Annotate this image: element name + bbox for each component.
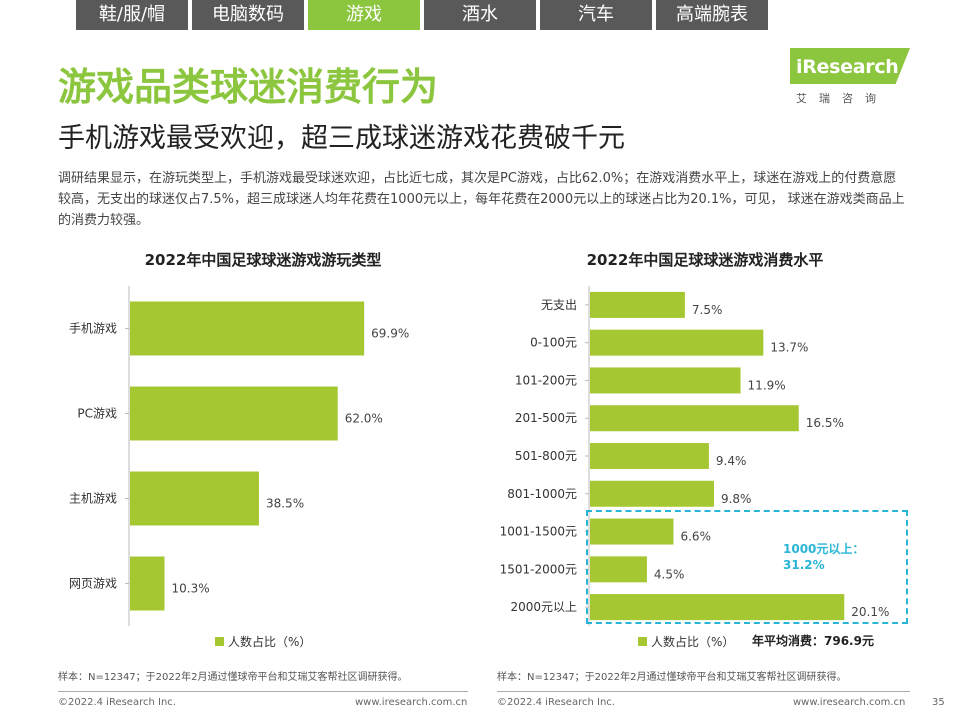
left-bar-0 xyxy=(130,301,365,356)
left-category-label-1: PC游戏 xyxy=(77,407,117,421)
right-category-label-3: 201-500元 xyxy=(515,411,577,425)
left-value-label-3: 10.3% xyxy=(172,582,210,596)
tab-games[interactable]: 游戏 xyxy=(308,0,420,30)
right-bar-5 xyxy=(590,480,714,507)
left-category-label-3: 网页游戏 xyxy=(69,577,117,591)
left-bar-3 xyxy=(130,556,165,611)
highlight-box xyxy=(586,510,908,624)
left-legend: 人数占比（%） xyxy=(215,633,311,650)
right-category-label-0: 无支出 xyxy=(541,298,577,312)
average-spend-note: 年平均消费：796.9元 xyxy=(752,634,874,648)
right-value-label-4: 9.4% xyxy=(716,454,747,468)
right-value-label-3: 16.5% xyxy=(806,416,844,430)
right-bar-3 xyxy=(590,405,799,432)
right-category-label-7: 1501-2000元 xyxy=(500,562,577,576)
tab-shoes-clothing[interactable]: 鞋/服/帽 xyxy=(76,0,188,30)
left-value-label-2: 38.5% xyxy=(266,497,304,511)
right-source-note: 样本：N=12347；于2022年2月通过懂球帝平台和艾瑞艾客帮社区调研获得。 xyxy=(497,672,847,683)
left-chart-title: 2022年中国足球球迷游戏游玩类型 xyxy=(144,251,382,269)
right-value-label-5: 9.8% xyxy=(721,492,752,506)
right-bar-2 xyxy=(590,367,741,394)
left-category-label-0: 手机游戏 xyxy=(69,322,117,336)
right-bar-6 xyxy=(590,518,674,545)
legend-swatch xyxy=(215,637,224,646)
description-text: 调研结果显示，在游玩类型上，手机游戏最受球迷欢迎，占比近七成，其次是PC游戏，占… xyxy=(58,171,905,228)
right-category-label-2: 101-200元 xyxy=(515,373,577,387)
tab-car[interactable]: 汽车 xyxy=(540,0,652,30)
left-bar-2 xyxy=(130,471,259,526)
highlight-label-line1: 1000元以上： xyxy=(783,542,865,556)
right-bar-1 xyxy=(590,329,764,356)
footer-url-right[interactable]: www.iresearch.com.cn xyxy=(793,697,906,708)
right-value-label-7: 4.5% xyxy=(654,567,685,581)
tab-liquor[interactable]: 酒水 xyxy=(424,0,536,30)
logo-subtext: 艾瑞咨询 xyxy=(796,92,888,105)
right-bar-7 xyxy=(590,556,647,583)
category-tabs: 鞋/服/帽 电脑数码 游戏 酒水 汽车 高端腕表 xyxy=(76,0,772,30)
logo-shape xyxy=(790,48,910,84)
right-category-label-1: 0-100元 xyxy=(530,336,577,350)
footer-copyright-right: ©2022.4 iResearch Inc. xyxy=(497,697,615,708)
logo-text: iResearch xyxy=(796,56,899,78)
left-value-label-1: 62.0% xyxy=(345,412,383,426)
footer-copyright-left: ©2022.4 iResearch Inc. xyxy=(58,697,176,708)
right-bar-4 xyxy=(590,443,709,469)
right-value-label-1: 13.7% xyxy=(770,341,808,355)
left-source-note: 样本：N=12347；于2022年2月通过懂球帝平台和艾瑞艾客帮社区调研获得。 xyxy=(58,672,408,683)
right-category-label-6: 1001-1500元 xyxy=(500,525,577,539)
right-value-label-6: 6.6% xyxy=(680,530,711,544)
right-category-label-8: 2000元以上 xyxy=(510,600,577,614)
right-bar-8 xyxy=(590,594,845,621)
legend-swatch xyxy=(638,637,647,646)
highlight-label: 1000元以上： 31.2% xyxy=(783,541,873,573)
left-value-label-0: 69.9% xyxy=(371,327,409,341)
left-legend-label: 人数占比（%） xyxy=(228,635,312,649)
right-bar-0 xyxy=(590,291,685,318)
right-chart-title: 2022年中国足球球迷游戏消费水平 xyxy=(586,251,824,269)
right-value-label-0: 7.5% xyxy=(692,303,723,317)
highlight-label-line2: 31.2% xyxy=(783,558,825,572)
footer-divider-right xyxy=(497,691,910,692)
right-legend: 人数占比（%） xyxy=(638,633,734,650)
page-title: 游戏品类球迷消费行为 xyxy=(58,65,439,109)
left-bar-1 xyxy=(130,386,338,441)
tab-watch[interactable]: 高端腕表 xyxy=(656,0,768,30)
right-category-label-4: 501-800元 xyxy=(515,449,577,463)
right-value-label-2: 11.9% xyxy=(748,378,786,392)
right-category-label-5: 801-1000元 xyxy=(507,487,577,501)
footer-url-left[interactable]: www.iresearch.com.cn xyxy=(355,697,468,708)
right-legend-label: 人数占比（%） xyxy=(651,635,735,649)
iresearch-logo: iResearch 艾瑞咨询 xyxy=(780,48,915,108)
tab-digital[interactable]: 电脑数码 xyxy=(192,0,304,30)
left-category-label-2: 主机游戏 xyxy=(69,492,117,506)
right-value-label-8: 20.1% xyxy=(851,605,889,619)
page-subtitle: 手机游戏最受欢迎，超三成球迷游戏花费破千元 xyxy=(58,123,625,154)
page-number: 35 xyxy=(932,697,945,708)
footer-divider-left xyxy=(58,691,468,692)
